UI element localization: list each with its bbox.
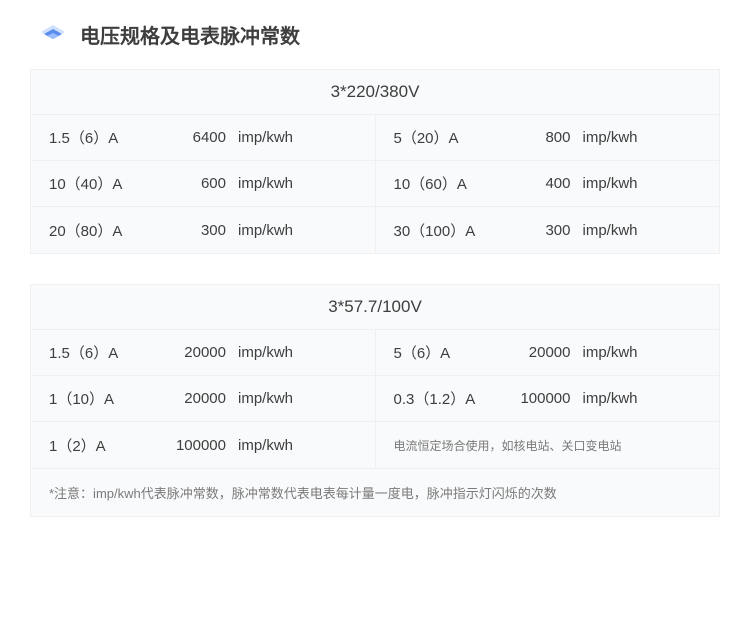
value-cell: 300 bbox=[514, 222, 579, 239]
table-row: 10（40）A 600 imp/kwh bbox=[31, 161, 375, 207]
unit-cell: imp/kwh bbox=[234, 222, 293, 239]
unit-cell: imp/kwh bbox=[234, 390, 293, 407]
current-cell: 1（2）A bbox=[49, 435, 169, 456]
table-header: 3*220/380V bbox=[31, 70, 719, 115]
table-col-left: 1.5（6）A 20000 imp/kwh 1（10）A 20000 imp/k… bbox=[31, 330, 376, 468]
current-cell: 10（40）A bbox=[49, 173, 169, 194]
table-row: 电流恒定场合使用，如核电站、关口变电站 bbox=[376, 422, 720, 468]
table-row: 10（60）A 400 imp/kwh bbox=[376, 161, 720, 207]
current-cell: 1.5（6）A bbox=[49, 127, 169, 148]
table-row: 1（10）A 20000 imp/kwh bbox=[31, 376, 375, 422]
unit-cell: imp/kwh bbox=[234, 129, 293, 146]
footer-note: *注意：imp/kwh代表脉冲常数，脉冲常数代表电表每计量一度电，脉冲指示灯闪烁… bbox=[31, 468, 719, 516]
value-cell: 800 bbox=[514, 129, 579, 146]
current-cell: 20（80）A bbox=[49, 220, 169, 241]
table-row: 20（80）A 300 imp/kwh bbox=[31, 207, 375, 253]
voltage-table-2: 3*57.7/100V 1.5（6）A 20000 imp/kwh 1（10）A… bbox=[30, 284, 720, 517]
section-title: 电压规格及电表脉冲常数 bbox=[80, 20, 300, 49]
section-header: 电压规格及电表脉冲常数 bbox=[30, 20, 720, 49]
current-cell: 1（10）A bbox=[49, 388, 169, 409]
current-cell: 0.3（1.2）A bbox=[394, 388, 514, 409]
unit-cell: imp/kwh bbox=[579, 344, 638, 361]
voltage-table-1: 3*220/380V 1.5（6）A 6400 imp/kwh 10（40）A … bbox=[30, 69, 720, 254]
unit-cell: imp/kwh bbox=[579, 129, 638, 146]
table-row: 1.5（6）A 6400 imp/kwh bbox=[31, 115, 375, 161]
value-cell: 300 bbox=[169, 222, 234, 239]
table-row: 0.3（1.2）A 100000 imp/kwh bbox=[376, 376, 720, 422]
value-cell: 600 bbox=[169, 175, 234, 192]
unit-cell: imp/kwh bbox=[579, 222, 638, 239]
table-row: 5（6）A 20000 imp/kwh bbox=[376, 330, 720, 376]
table-col-right: 5（6）A 20000 imp/kwh 0.3（1.2）A 100000 imp… bbox=[376, 330, 720, 468]
value-cell: 20000 bbox=[169, 344, 234, 361]
table-header: 3*57.7/100V bbox=[31, 285, 719, 330]
unit-cell: imp/kwh bbox=[579, 175, 638, 192]
current-cell: 30（100）A bbox=[394, 220, 514, 241]
unit-cell: imp/kwh bbox=[234, 437, 293, 454]
value-cell: 20000 bbox=[514, 344, 579, 361]
table-col-left: 1.5（6）A 6400 imp/kwh 10（40）A 600 imp/kwh… bbox=[31, 115, 376, 253]
value-cell: 100000 bbox=[514, 390, 579, 407]
table-row: 5（20）A 800 imp/kwh bbox=[376, 115, 720, 161]
table-row: 1.5（6）A 20000 imp/kwh bbox=[31, 330, 375, 376]
diamond-icon bbox=[38, 23, 68, 47]
current-cell: 10（60）A bbox=[394, 173, 514, 194]
table-row: 30（100）A 300 imp/kwh bbox=[376, 207, 720, 253]
value-cell: 20000 bbox=[169, 390, 234, 407]
unit-cell: imp/kwh bbox=[234, 344, 293, 361]
inline-note: 电流恒定场合使用，如核电站、关口变电站 bbox=[394, 437, 622, 454]
table-row: 1（2）A 100000 imp/kwh bbox=[31, 422, 375, 468]
value-cell: 400 bbox=[514, 175, 579, 192]
current-cell: 5（20）A bbox=[394, 127, 514, 148]
unit-cell: imp/kwh bbox=[234, 175, 293, 192]
current-cell: 1.5（6）A bbox=[49, 342, 169, 363]
unit-cell: imp/kwh bbox=[579, 390, 638, 407]
value-cell: 6400 bbox=[169, 129, 234, 146]
value-cell: 100000 bbox=[169, 437, 234, 454]
table-col-right: 5（20）A 800 imp/kwh 10（60）A 400 imp/kwh 3… bbox=[376, 115, 720, 253]
current-cell: 5（6）A bbox=[394, 342, 514, 363]
